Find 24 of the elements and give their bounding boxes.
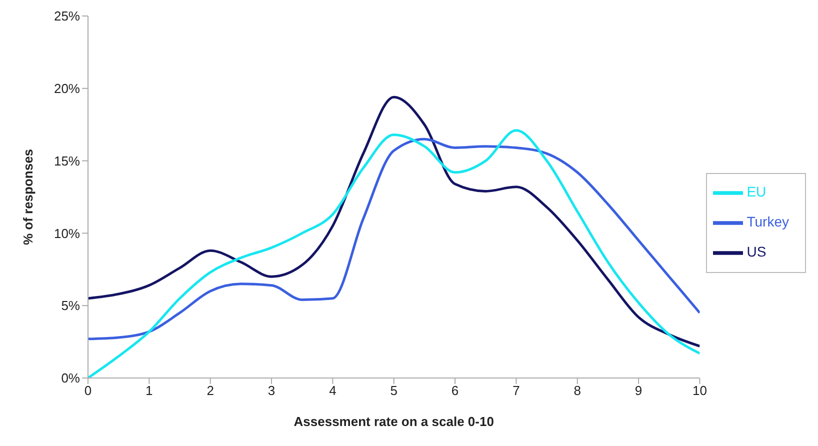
x-tick-label: 8 xyxy=(574,383,581,398)
y-tick-label: 5% xyxy=(61,298,80,314)
x-axis-title: Assessment rate on a scale 0-10 xyxy=(294,414,494,429)
x-tick-label: 9 xyxy=(634,383,642,398)
line-series xyxy=(88,96,700,348)
y-tick-label: 10% xyxy=(54,226,80,241)
x-tick-label: 7 xyxy=(512,383,520,398)
x-tick-label: 1 xyxy=(146,383,153,398)
x-tick-label: 3 xyxy=(268,383,276,398)
y-tick-label: 15% xyxy=(54,153,80,168)
x-tick-label: 4 xyxy=(329,383,336,398)
legend-label: Turkey xyxy=(746,214,789,230)
x-tick-label: 0 xyxy=(84,383,92,398)
x-tick-label: 2 xyxy=(206,383,214,398)
y-tick-label: 0% xyxy=(61,370,80,386)
x-tick-label: 5 xyxy=(390,383,398,398)
legend-label: EU xyxy=(746,184,766,200)
line-series xyxy=(88,138,700,340)
x-tick-label: 6 xyxy=(451,383,459,398)
y-axis-title: % of responses xyxy=(20,148,36,246)
y-tick-label: 20% xyxy=(54,81,80,96)
y-tick-label: 25% xyxy=(54,8,80,24)
x-tick-label: 10 xyxy=(692,383,707,398)
legend-label: US xyxy=(746,244,766,260)
